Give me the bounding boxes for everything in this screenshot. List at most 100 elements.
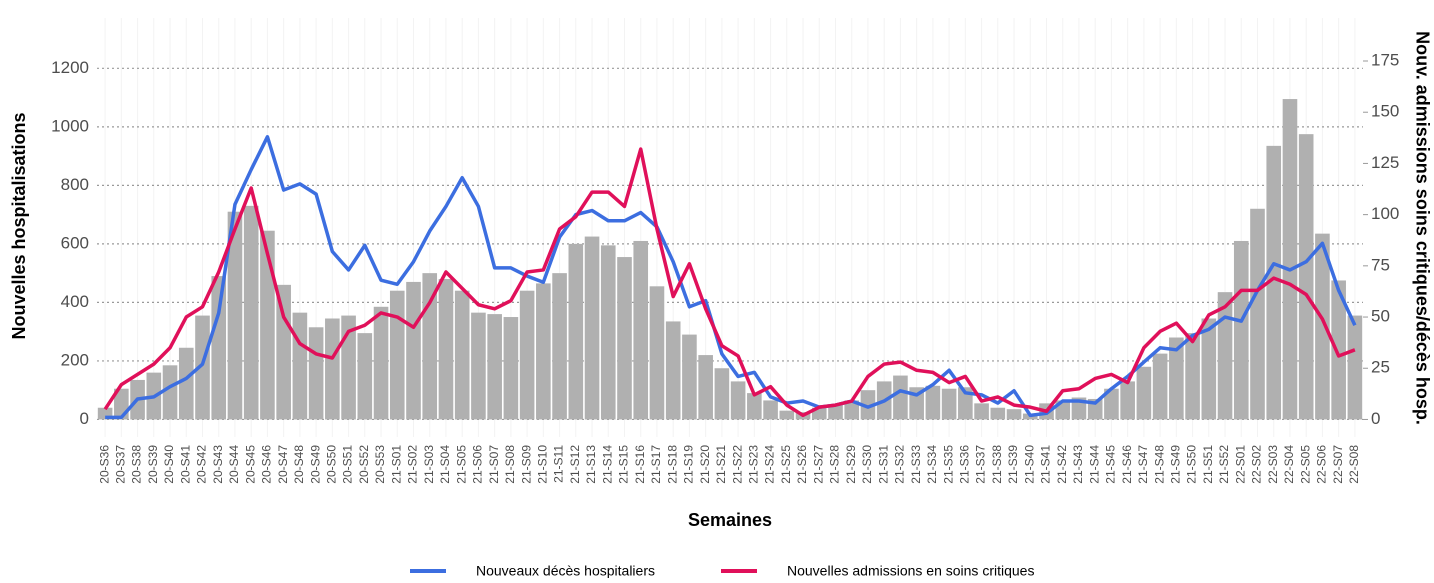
x-tick-label: 21-S23 bbox=[747, 445, 761, 484]
y2-tick-label: 125 bbox=[1371, 153, 1399, 172]
x-tick-label: 21-S33 bbox=[909, 445, 923, 484]
x-tick-label: 20-S37 bbox=[114, 445, 128, 484]
bar bbox=[730, 381, 746, 420]
x-tick-label: 22-S03 bbox=[1266, 445, 1280, 484]
x-tick-label: 22-S01 bbox=[1233, 445, 1247, 484]
x-tick-label: 21-S37 bbox=[974, 445, 988, 484]
x-tick-label: 21-S09 bbox=[519, 445, 533, 484]
bar bbox=[260, 230, 275, 420]
x-tick-label: 21-S50 bbox=[1185, 445, 1199, 484]
x-tick-label: 20-S36 bbox=[97, 445, 111, 484]
x-tick-label: 21-S13 bbox=[584, 445, 598, 484]
y2-tick-label: 0 bbox=[1371, 409, 1380, 428]
bar bbox=[990, 407, 1006, 420]
bar bbox=[1152, 353, 1168, 420]
bar bbox=[1347, 315, 1363, 420]
x-tick-label: 21-S42 bbox=[1055, 445, 1069, 484]
x-tick-label: 20-S53 bbox=[373, 445, 387, 484]
bar bbox=[503, 317, 519, 420]
bar bbox=[1201, 318, 1217, 420]
x-tick-label: 21-S24 bbox=[763, 445, 777, 484]
legend-label: Nouvelles admissions en soins critiques bbox=[787, 563, 1034, 578]
x-tick-label: 20-S38 bbox=[130, 445, 144, 484]
x-tick-label: 21-S46 bbox=[1120, 445, 1134, 484]
x-tick-label: 21-S14 bbox=[600, 445, 614, 484]
bar bbox=[211, 276, 227, 420]
bar bbox=[860, 390, 876, 420]
bar bbox=[1331, 280, 1346, 420]
x-tick-label: 20-S43 bbox=[211, 445, 225, 484]
x-tick-label: 21-S39 bbox=[1006, 445, 1020, 484]
bar bbox=[763, 400, 778, 420]
bar bbox=[925, 385, 941, 420]
x-tick-label: 21-S40 bbox=[1022, 445, 1036, 484]
y2-tick-label: 25 bbox=[1371, 358, 1390, 377]
bar bbox=[649, 286, 665, 420]
bar bbox=[747, 393, 762, 420]
x-tick-label: 20-S47 bbox=[276, 445, 290, 484]
x-tick-label: 20-S41 bbox=[178, 445, 192, 484]
x-tick-label: 21-S27 bbox=[811, 445, 825, 484]
x-tick-label: 21-S44 bbox=[1087, 445, 1101, 484]
bar bbox=[1185, 333, 1200, 420]
x-tick-label: 22-S02 bbox=[1250, 445, 1264, 484]
bar bbox=[195, 315, 210, 420]
bar bbox=[828, 404, 843, 420]
y2-tick-label: 175 bbox=[1371, 50, 1399, 69]
bar bbox=[454, 290, 470, 420]
x-tick-label: 21-S35 bbox=[941, 445, 955, 484]
bar bbox=[1104, 388, 1119, 420]
bar bbox=[600, 245, 616, 420]
x-tick-label: 21-S02 bbox=[406, 445, 420, 484]
x-tick-label: 20-S48 bbox=[292, 445, 306, 484]
y-tick-label: 0 bbox=[80, 409, 89, 428]
x-tick-label: 20-S44 bbox=[227, 445, 241, 484]
bar bbox=[974, 403, 989, 420]
y2-tick-label: 100 bbox=[1371, 204, 1399, 223]
y2-axis-title: Nouv. admissions soins critiques/décès h… bbox=[1412, 31, 1432, 425]
bar bbox=[406, 281, 421, 420]
y2-tick-label: 50 bbox=[1371, 307, 1390, 326]
x-tick-label: 21-S48 bbox=[1152, 445, 1166, 484]
bar bbox=[893, 375, 908, 420]
bar bbox=[438, 278, 454, 420]
bar bbox=[97, 407, 113, 420]
x-tick-label: 22-S05 bbox=[1298, 445, 1312, 484]
bar bbox=[1120, 381, 1135, 420]
x-tick-label: 20-S45 bbox=[243, 445, 257, 484]
x-tick-label: 21-S01 bbox=[389, 445, 403, 484]
bar bbox=[1136, 366, 1152, 420]
bar bbox=[162, 365, 178, 420]
bar bbox=[714, 368, 730, 420]
bar bbox=[584, 236, 600, 420]
bar bbox=[779, 410, 795, 420]
x-tick-label: 21-S41 bbox=[1039, 445, 1053, 484]
bar bbox=[682, 334, 697, 420]
y-tick-label: 400 bbox=[61, 292, 89, 311]
bar bbox=[568, 243, 584, 420]
x-tick-label: 21-S52 bbox=[1217, 445, 1231, 484]
x-tick-label: 22-S06 bbox=[1315, 445, 1329, 484]
bar bbox=[471, 312, 486, 420]
x-tick-label: 21-S12 bbox=[568, 445, 582, 484]
bar bbox=[276, 284, 291, 420]
bar bbox=[698, 355, 713, 420]
bar bbox=[552, 273, 567, 420]
x-tick-label: 21-S32 bbox=[893, 445, 907, 484]
bar bbox=[325, 318, 340, 420]
x-tick-label: 21-S07 bbox=[487, 445, 501, 484]
x-axis-title: Semaines bbox=[688, 510, 772, 530]
bar bbox=[1169, 337, 1184, 420]
x-tick-label: 21-S49 bbox=[1169, 445, 1183, 484]
x-tick-label: 21-S26 bbox=[795, 445, 809, 484]
x-tick-label: 21-S05 bbox=[454, 445, 468, 484]
x-tick-label: 20-S40 bbox=[162, 445, 176, 484]
y-tick-label: 1000 bbox=[51, 116, 89, 135]
x-tick-label: 21-S30 bbox=[860, 445, 874, 484]
x-tick-label: 22-S07 bbox=[1331, 445, 1345, 484]
x-tick-label: 22-S04 bbox=[1282, 445, 1296, 484]
y2-tick-label: 75 bbox=[1371, 255, 1390, 274]
bar bbox=[178, 347, 194, 420]
x-tick-label: 21-S25 bbox=[779, 445, 793, 484]
bar bbox=[617, 257, 632, 420]
